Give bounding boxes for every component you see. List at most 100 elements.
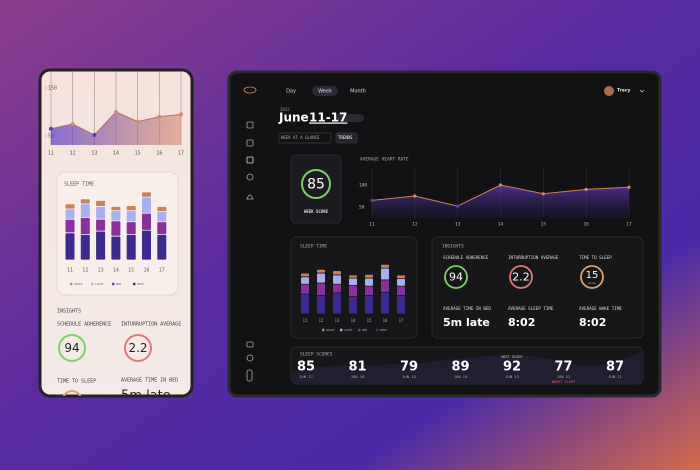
x-tick-label: 15 [128,268,134,274]
legend-label: LIGHT [95,282,104,286]
legend-swatch [358,328,361,332]
view-tab[interactable] [278,132,332,144]
sleep-score: 89 [451,360,469,375]
gauge-unit: mins [588,281,595,285]
sleep-bar-segment [65,204,75,209]
gauge-ring [580,265,604,289]
legend-swatch [91,282,94,286]
sleep-score: 85 [297,360,315,375]
x-tick-label: 11 [48,151,54,157]
legend-swatch [376,328,379,332]
heart-point [541,192,545,196]
x-tick-label: 14 [113,268,119,274]
date-badge [336,114,364,122]
sleep-date: JUN 13 [505,374,519,379]
view-tab[interactable] [335,132,358,144]
legend-label: REM [362,328,367,332]
tab[interactable]: Month [350,89,366,95]
sleep-bar-segment [397,279,405,286]
legend-label: LIGHT [344,328,353,332]
heart-point [179,112,183,117]
sleep-bar-segment [96,206,106,219]
x-tick-label: 12 [319,318,324,323]
sleep-bar-segment [126,222,136,235]
sleep-bar-segment [349,297,357,314]
x-tick-label: 13 [455,222,461,228]
sleep-bar-segment [80,217,90,235]
x-tick-label: 14 [113,151,119,157]
sleep-bar-segment [381,264,389,268]
sleep-bar-segment [365,286,373,295]
x-tick-label: 12 [70,151,76,157]
card-title: SLEEP TIME [64,182,94,188]
x-tick-label: 17 [626,222,632,228]
gauge-value: 94 [449,271,463,284]
sleep-bar-segment [317,283,325,295]
sleep-bar-segment [301,294,309,314]
sleep-bar-segment [126,234,136,260]
legend-swatch [133,282,136,286]
year: 2022 [280,107,290,112]
sleep-bar-segment [333,271,341,275]
gauge-value: 2.2 [128,341,147,355]
heart-point [135,119,140,124]
sleep-bar-segment [126,206,136,211]
legend-swatch [112,282,115,286]
sleep-bar-segment [80,199,90,204]
legend-swatch [322,328,325,332]
gauge-value: 94 [64,341,79,355]
x-tick-label: 11 [67,268,73,274]
sleep-score: 87 [606,360,624,375]
heart-area [372,185,629,218]
sleep-bar-segment [365,295,373,314]
insight-label: AVERAGE TIME IN BED [121,378,178,384]
heart-point [70,122,75,126]
tab-active [312,86,338,96]
stat-label: AVERAGE WAKE TIME [579,306,622,311]
scores-wave [292,352,642,383]
sleep-bar-segment [157,234,167,260]
gauge-ring [58,334,86,362]
sleep-bar-segment [349,285,357,297]
sleep-bar-segment [349,278,357,286]
sleep-bar-segment [349,275,357,278]
sleep-bar-segment [142,230,151,260]
sleep-bar-segment [301,273,309,277]
sleep-bar-segment [317,295,325,314]
x-tick-label: 16 [143,268,149,274]
week-range: 11-17 [309,111,347,125]
x-tick-label: 11 [303,318,308,323]
sleep-bar-segment [157,222,167,235]
x-tick-label: 13 [91,151,97,157]
sleep-bar-segment [301,277,309,284]
sleep-bar-segment [80,234,90,260]
sleep-bar-segment [157,206,167,212]
sleep-bar-segment [80,204,90,218]
month: June [278,111,309,125]
sleep-badge: BEST SLEEP [501,355,522,359]
x-tick-label: 15 [541,222,547,228]
legend-label: REM [116,282,121,286]
sleep-bar-segment [65,209,75,219]
x-tick-label: 11 [369,222,375,228]
sleep-score: 79 [400,360,418,375]
view-tab-label[interactable]: TRENDS [338,135,353,140]
heart-point [370,198,374,202]
week-score-card [290,154,342,224]
stat-label: AVERAGE TIME IN BED [443,306,491,311]
section-title: INSIGHTS [57,309,81,315]
y-tick-label: 50 [359,205,365,211]
heart-point [157,114,162,119]
x-tick-label: 13 [98,268,104,274]
tab[interactable]: Day [286,89,296,95]
x-tick-label: 12 [412,222,418,228]
x-tick-label: 16 [383,318,388,323]
menu-caret[interactable] [639,89,645,93]
sleep-bar-segment [111,221,121,236]
avatar[interactable] [604,86,614,96]
gauge-ring [62,390,82,396]
x-tick-label: 13 [335,318,340,323]
view-tab-label[interactable]: WEEK AT A GLANCE [281,135,320,140]
tab[interactable]: Week [318,89,332,95]
sleep-badge: WORST SLEEP [552,380,575,384]
